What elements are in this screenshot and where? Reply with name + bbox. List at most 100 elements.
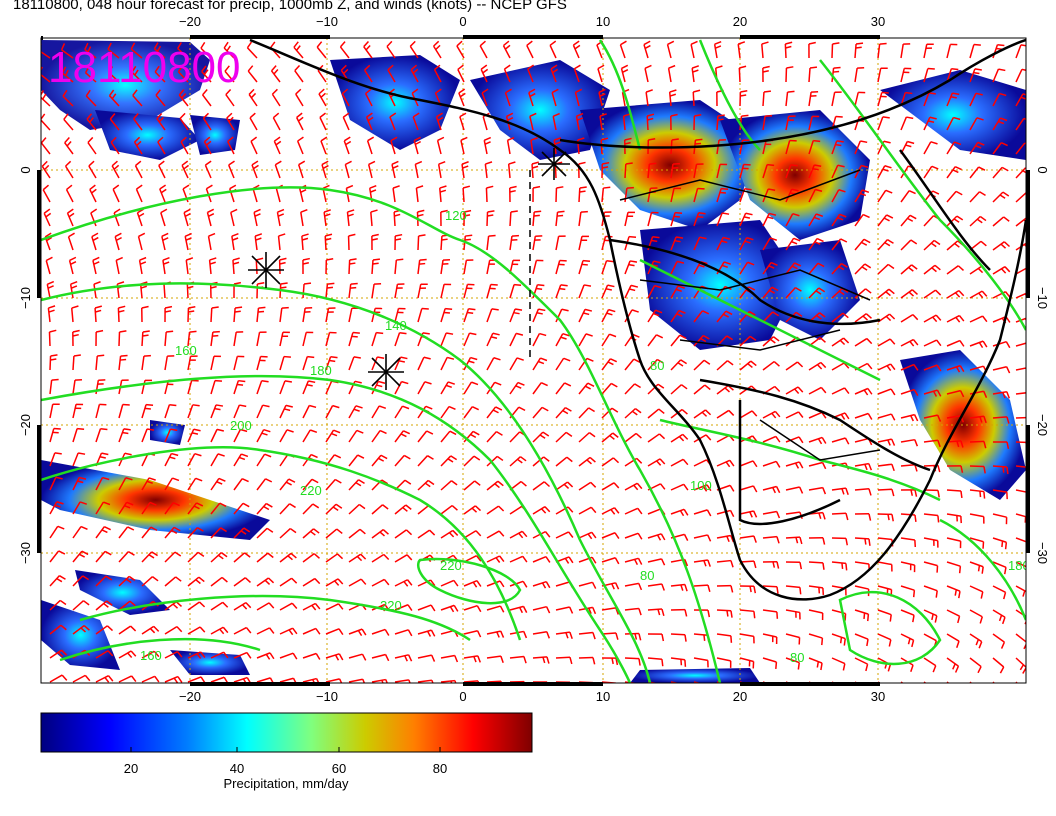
wind-barb [72, 525, 88, 539]
wind-barb [946, 43, 958, 59]
wind-barb [532, 382, 548, 395]
wind-barb [187, 330, 197, 347]
wind-barb [256, 428, 271, 443]
wind-barb [969, 166, 986, 179]
wind-barb [410, 64, 419, 83]
wind-barb [159, 184, 167, 203]
wind-barb [601, 382, 618, 395]
wind-barb [854, 609, 870, 622]
wind-barb [647, 162, 657, 179]
wind-barb [693, 236, 707, 251]
wind-barb [256, 677, 275, 683]
wind-barb [601, 358, 618, 371]
wind-barb [785, 386, 804, 395]
wind-barb [578, 432, 596, 443]
wind-barb [854, 164, 869, 179]
contour-label: 160 [175, 343, 197, 358]
wind-barb [532, 481, 551, 491]
wind-barb [574, 88, 583, 107]
wind-barb [670, 458, 689, 467]
wind-barb [187, 676, 206, 683]
wind-barb [348, 356, 361, 371]
wind-barb [601, 308, 616, 323]
wind-barb [72, 354, 81, 371]
wind-barb [233, 331, 244, 347]
wind-barb [463, 259, 474, 275]
wind-barb [440, 283, 452, 299]
wind-barb [417, 283, 428, 299]
wind-barb [156, 112, 166, 131]
wind-barb [118, 600, 136, 611]
wind-barb [90, 208, 98, 227]
wind-barb [969, 68, 982, 83]
wind-barb [900, 413, 919, 422]
wind-barb [432, 40, 442, 59]
wind-barb [371, 380, 386, 395]
wind-barb [394, 454, 411, 467]
wind-barb [141, 625, 160, 635]
wind-barb [440, 209, 448, 227]
wind-barb [509, 456, 527, 467]
wind-barb [946, 389, 965, 398]
wind-barb [204, 160, 212, 179]
wind-barb [187, 576, 205, 587]
wind-barb [325, 678, 343, 683]
wind-barb [394, 380, 409, 395]
wind-barb [463, 381, 479, 395]
wind-barb [550, 64, 558, 83]
wind-barb [60, 43, 74, 59]
wind-barb [164, 551, 182, 563]
wind-barb [509, 185, 517, 203]
wind-barb [575, 112, 584, 131]
wind-barb [624, 383, 641, 395]
wind-barb [187, 428, 201, 443]
wind-barb [900, 67, 912, 83]
wind-barb [923, 339, 942, 347]
wind-barb [62, 89, 74, 107]
wind-barb [108, 89, 120, 107]
lon-tick-label: −10 [316, 689, 338, 704]
wind-barb [233, 404, 247, 419]
storm-marker [248, 252, 284, 288]
wind-barb [992, 465, 1009, 475]
wind-barb [923, 681, 927, 683]
wind-barb [72, 501, 87, 515]
wind-barb [201, 89, 212, 107]
wind-barb [578, 259, 591, 275]
wind-barb [295, 88, 304, 107]
wind-barb [302, 355, 315, 371]
wind-barb [72, 624, 90, 635]
wind-barb [854, 189, 870, 203]
wind-barb [394, 504, 412, 515]
wind-barb [785, 486, 804, 494]
wind-barb [716, 114, 725, 131]
wind-barb [210, 576, 228, 587]
lat-tick-label: −30 [1035, 542, 1050, 564]
wind-barb [141, 576, 159, 587]
wind-barb [187, 626, 206, 635]
wind-barb [177, 42, 189, 59]
wind-barb [923, 657, 937, 673]
wind-barb [417, 654, 436, 662]
wind-barb [42, 184, 51, 203]
wind-barb [785, 436, 804, 444]
wind-barb [969, 585, 984, 599]
wind-barb [969, 390, 988, 398]
wind-barb [601, 161, 610, 179]
wind-barb [808, 41, 816, 59]
wind-barb [394, 233, 403, 251]
wind-barb [670, 508, 689, 517]
wind-barb [946, 265, 965, 275]
wind-barb [670, 681, 680, 683]
wind-barb [49, 476, 63, 491]
wind-barb [230, 208, 238, 227]
wind-barb [187, 551, 205, 563]
wind-barb [622, 113, 631, 131]
wind-barb [555, 656, 573, 665]
wind-barb [210, 527, 227, 539]
wind-barb [992, 191, 1010, 203]
wind-barb [992, 609, 1006, 625]
wind-barb [164, 601, 183, 611]
wind-barb [49, 501, 64, 515]
lon-tick-label: 30 [871, 689, 885, 704]
